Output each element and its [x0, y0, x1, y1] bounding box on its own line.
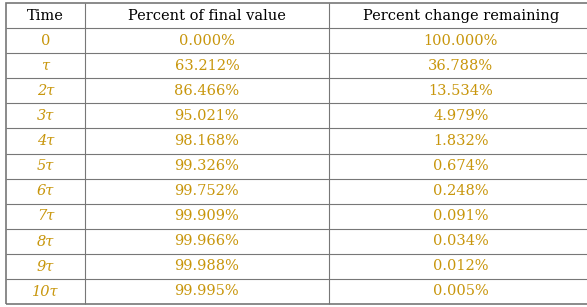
- Text: 6τ: 6τ: [37, 184, 54, 198]
- Text: 0.248%: 0.248%: [433, 184, 488, 198]
- Text: 0: 0: [41, 34, 50, 48]
- Text: 0.674%: 0.674%: [433, 159, 488, 173]
- Text: 9τ: 9τ: [37, 259, 54, 273]
- Text: 98.168%: 98.168%: [174, 134, 239, 148]
- Text: 8τ: 8τ: [37, 234, 54, 248]
- Text: 100.000%: 100.000%: [424, 34, 498, 48]
- Text: Time: Time: [27, 9, 64, 23]
- Text: 10τ: 10τ: [32, 284, 59, 298]
- Text: 13.534%: 13.534%: [429, 84, 493, 98]
- Text: Percent of final value: Percent of final value: [128, 9, 286, 23]
- Text: 99.966%: 99.966%: [174, 234, 239, 248]
- Text: 36.788%: 36.788%: [429, 59, 493, 73]
- Text: 2τ: 2τ: [37, 84, 54, 98]
- Text: 0.005%: 0.005%: [433, 284, 488, 298]
- Text: 4.979%: 4.979%: [433, 109, 488, 123]
- Text: 99.988%: 99.988%: [174, 259, 239, 273]
- Text: 7τ: 7τ: [37, 209, 54, 223]
- Text: 0.091%: 0.091%: [433, 209, 488, 223]
- Text: 0.000%: 0.000%: [179, 34, 235, 48]
- Text: 0.012%: 0.012%: [433, 259, 488, 273]
- Text: 99.752%: 99.752%: [174, 184, 239, 198]
- Text: 5τ: 5τ: [37, 159, 54, 173]
- Text: 3τ: 3τ: [37, 109, 54, 123]
- Text: 0.034%: 0.034%: [433, 234, 488, 248]
- Text: 86.466%: 86.466%: [174, 84, 239, 98]
- Text: 4τ: 4τ: [37, 134, 54, 148]
- Text: 99.326%: 99.326%: [174, 159, 239, 173]
- Text: 1.832%: 1.832%: [433, 134, 488, 148]
- Text: Percent change remaining: Percent change remaining: [363, 9, 559, 23]
- Text: 95.021%: 95.021%: [174, 109, 239, 123]
- Text: 99.909%: 99.909%: [174, 209, 239, 223]
- Text: 99.995%: 99.995%: [174, 284, 239, 298]
- Text: 63.212%: 63.212%: [174, 59, 239, 73]
- Text: τ: τ: [42, 59, 49, 73]
